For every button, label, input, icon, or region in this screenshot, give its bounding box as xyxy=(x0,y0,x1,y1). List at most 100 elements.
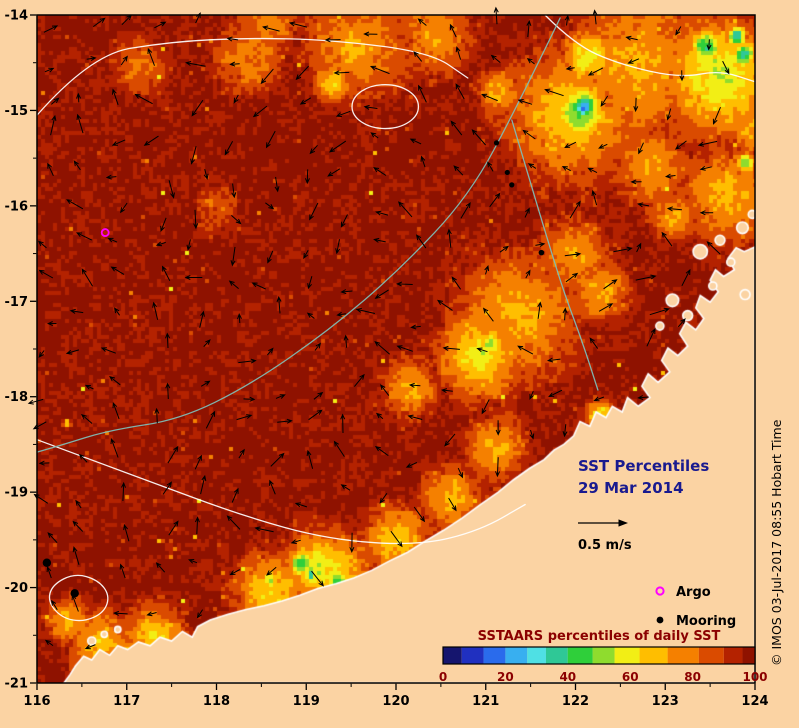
current-arrow xyxy=(32,421,47,430)
teal-contour xyxy=(36,17,561,453)
colorbar-band xyxy=(567,647,593,664)
current-arrow xyxy=(484,265,490,275)
current-arrow xyxy=(105,174,117,180)
white-contour xyxy=(48,574,109,622)
current-arrow xyxy=(231,487,239,503)
current-arrow xyxy=(229,569,241,576)
current-arrow xyxy=(374,341,391,355)
current-arrow xyxy=(548,389,563,398)
y-tick-label: -19 xyxy=(5,486,29,501)
current-arrow xyxy=(47,162,54,177)
current-arrow xyxy=(546,357,561,363)
current-arrow xyxy=(165,332,171,349)
current-arrow xyxy=(238,448,245,459)
current-arrow xyxy=(224,140,234,156)
current-arrow xyxy=(27,398,44,405)
current-arrow xyxy=(722,60,730,75)
current-arrow xyxy=(436,299,453,311)
colorbar-band xyxy=(592,647,615,664)
annotation-block: SST Percentiles 29 Mar 2014 0.5 m/s Argo… xyxy=(478,419,784,666)
colorbar-band xyxy=(639,647,668,664)
current-arrow xyxy=(666,108,672,121)
colorbar-border xyxy=(442,646,756,665)
current-arrow xyxy=(529,390,534,400)
plot-border xyxy=(36,14,756,684)
current-arrow xyxy=(303,249,309,260)
current-arrow xyxy=(674,140,687,150)
current-arrow xyxy=(269,479,276,495)
current-arrow xyxy=(373,167,387,176)
current-arrow xyxy=(112,88,119,105)
current-arrow xyxy=(449,23,457,38)
current-arrow xyxy=(453,165,464,176)
current-arrow xyxy=(369,65,390,75)
current-arrow xyxy=(409,138,422,145)
colorbar-band xyxy=(667,647,699,664)
current-vector-arrows xyxy=(27,6,730,650)
current-arrow xyxy=(110,437,119,458)
current-arrow xyxy=(306,312,315,319)
current-arrow xyxy=(363,104,378,110)
current-arrow xyxy=(527,163,537,169)
current-arrow xyxy=(418,84,427,103)
mooring-marker xyxy=(509,182,515,188)
colorbar-tick-label: 40 xyxy=(559,670,576,684)
current-arrow xyxy=(270,452,285,467)
current-arrow xyxy=(252,105,268,118)
colorbar-tick-label: 80 xyxy=(684,670,701,684)
current-arrow xyxy=(155,562,166,573)
current-arrow xyxy=(562,424,568,438)
argo-legend-icon xyxy=(655,586,665,596)
current-arrow xyxy=(50,97,60,105)
plot-title: SST Percentiles xyxy=(578,457,709,475)
current-arrow xyxy=(522,129,536,140)
current-arrow xyxy=(295,65,309,81)
current-arrow xyxy=(603,279,618,290)
current-arrow xyxy=(679,70,685,82)
current-arrow xyxy=(184,274,203,280)
current-arrow xyxy=(340,484,351,491)
y-tick-label: -16 xyxy=(5,199,29,214)
current-arrow xyxy=(121,14,133,26)
current-arrow xyxy=(194,454,202,470)
current-arrow xyxy=(397,201,413,218)
current-arrow xyxy=(147,47,155,66)
current-arrow xyxy=(490,54,501,63)
current-arrow xyxy=(413,506,426,523)
current-arrow xyxy=(637,202,650,208)
current-arrow xyxy=(487,161,494,172)
current-arrow xyxy=(154,407,160,424)
colorbar-tick-label: 20 xyxy=(497,670,514,684)
current-arrow xyxy=(712,107,721,125)
x-tick-label: 124 xyxy=(741,694,768,709)
current-arrow xyxy=(66,199,84,210)
current-arrow xyxy=(340,413,346,434)
current-arrow xyxy=(146,611,157,617)
current-arrow xyxy=(186,239,192,251)
current-arrow xyxy=(375,412,384,420)
current-arrow xyxy=(455,83,465,100)
current-arrow xyxy=(455,46,462,60)
current-arrow xyxy=(143,135,159,146)
current-arrow xyxy=(529,429,535,440)
current-arrow xyxy=(587,167,598,174)
axes: 116 117 118 119 120 121 122 123 124 -14 -15 -16 -17 -… xyxy=(5,9,769,710)
current-arrow xyxy=(420,155,426,168)
current-arrow xyxy=(72,546,80,565)
current-arrow xyxy=(495,420,501,436)
current-arrow xyxy=(569,200,581,219)
current-arrow xyxy=(375,210,389,216)
current-arrow xyxy=(185,61,206,67)
current-arrow xyxy=(229,61,240,67)
x-tick-label: 123 xyxy=(652,694,679,709)
mooring-marker xyxy=(493,140,500,146)
current-arrow xyxy=(276,295,282,314)
current-arrow xyxy=(482,307,494,322)
current-arrow xyxy=(308,409,323,421)
current-arrow xyxy=(564,251,582,257)
current-arrow xyxy=(254,526,274,533)
current-arrow xyxy=(444,433,456,447)
current-arrow xyxy=(636,242,642,253)
current-arrow xyxy=(200,474,207,495)
